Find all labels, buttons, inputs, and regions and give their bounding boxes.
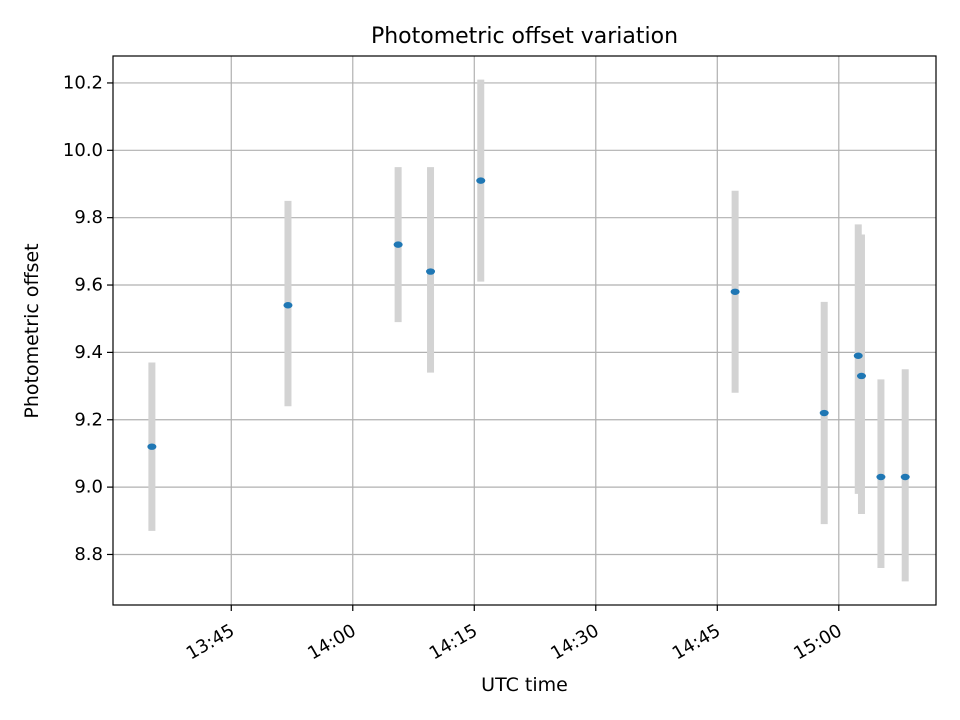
y-tick-label: 9.2 xyxy=(74,409,103,430)
x-axis-label: UTC time xyxy=(481,674,568,696)
data-point xyxy=(393,241,403,248)
data-point xyxy=(900,473,910,481)
data-point xyxy=(283,302,293,309)
y-tick-label: 9.8 xyxy=(74,207,103,228)
grid-lines xyxy=(113,56,936,605)
y-tick-label: 9.4 xyxy=(74,342,103,363)
data-points xyxy=(147,177,910,481)
data-point xyxy=(876,473,886,481)
y-axis-label: Photometric offset xyxy=(21,243,43,418)
y-tick-label: 10.2 xyxy=(63,72,103,93)
y-tick-label: 8.8 xyxy=(74,544,103,565)
axes-frame xyxy=(112,55,937,606)
chart-title: Photometric offset variation xyxy=(371,24,678,49)
data-point xyxy=(853,352,863,359)
y-tick-label: 9.0 xyxy=(74,477,103,498)
data-point xyxy=(476,177,486,184)
y-axis-ticks: 8.8 9.0 9.2 9.4 9.6 9.8 10.0 10.2 xyxy=(63,72,113,565)
data-point xyxy=(819,409,829,417)
data-point xyxy=(730,288,740,295)
y-tick-label: 9.6 xyxy=(74,275,103,296)
data-point xyxy=(147,443,157,450)
data-point xyxy=(426,268,436,275)
y-tick-label: 10.0 xyxy=(63,140,103,161)
data-point xyxy=(856,372,866,380)
